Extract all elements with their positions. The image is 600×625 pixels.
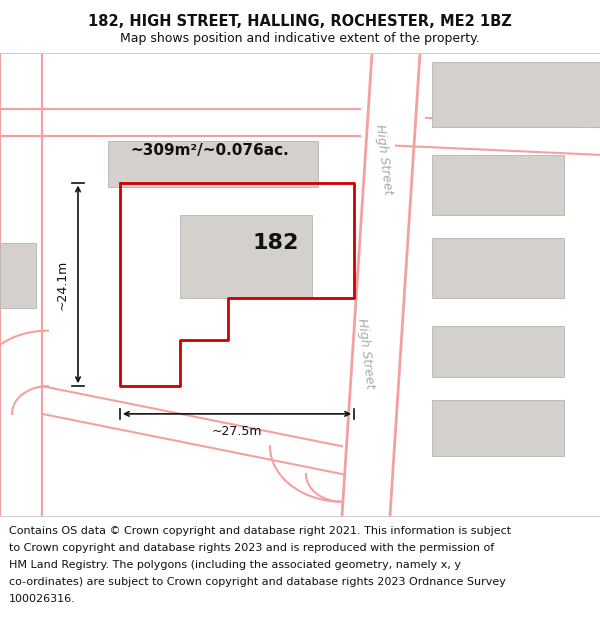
Text: Contains OS data © Crown copyright and database right 2021. This information is : Contains OS data © Crown copyright and d…: [9, 526, 511, 536]
Text: ~27.5m: ~27.5m: [212, 426, 262, 439]
Bar: [0, 242, 36, 308]
Bar: [108, 141, 318, 188]
Bar: [432, 326, 564, 377]
Text: ~24.1m: ~24.1m: [56, 259, 69, 309]
Bar: [432, 62, 600, 127]
Text: High Street: High Street: [373, 124, 395, 196]
Text: HM Land Registry. The polygons (including the associated geometry, namely x, y: HM Land Registry. The polygons (includin…: [9, 560, 461, 570]
Bar: [180, 215, 312, 298]
Text: 100026316.: 100026316.: [9, 594, 76, 604]
Bar: [432, 400, 564, 456]
Text: 182: 182: [253, 232, 299, 253]
Text: to Crown copyright and database rights 2023 and is reproduced with the permissio: to Crown copyright and database rights 2…: [9, 543, 494, 553]
Bar: [432, 238, 564, 298]
Bar: [432, 155, 564, 215]
Text: ~309m²/~0.076ac.: ~309m²/~0.076ac.: [131, 142, 289, 158]
Text: 182, HIGH STREET, HALLING, ROCHESTER, ME2 1BZ: 182, HIGH STREET, HALLING, ROCHESTER, ME…: [88, 14, 512, 29]
Text: Map shows position and indicative extent of the property.: Map shows position and indicative extent…: [120, 32, 480, 45]
Text: co-ordinates) are subject to Crown copyright and database rights 2023 Ordnance S: co-ordinates) are subject to Crown copyr…: [9, 577, 506, 587]
Text: High Street: High Street: [355, 318, 377, 390]
